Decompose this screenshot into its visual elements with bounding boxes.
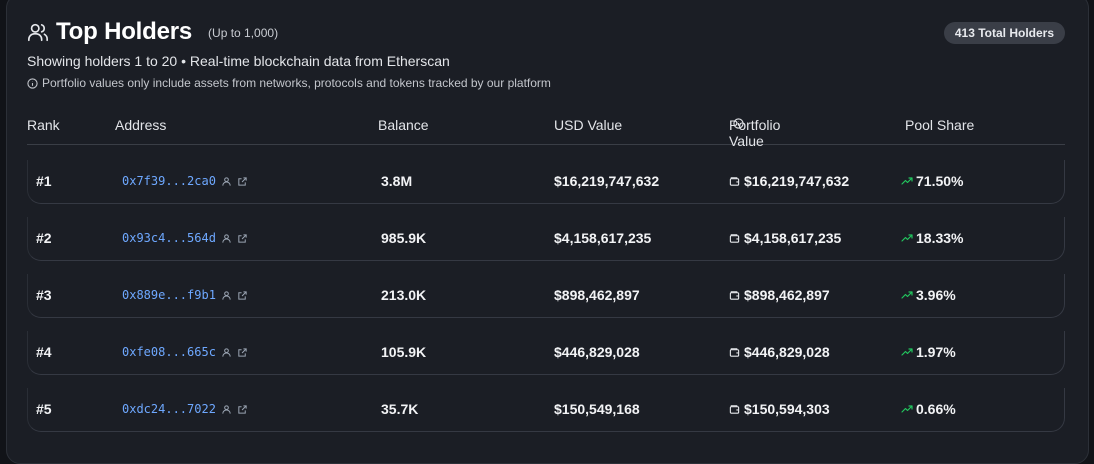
portfolio-disclaimer: Portfolio values only include assets fro…	[27, 76, 551, 90]
subtitle: Showing holders 1 to 20 • Real-time bloc…	[27, 53, 450, 69]
address-cell: 0x889e...f9b1	[122, 288, 248, 302]
table-row[interactable]: #2 0x93c4...564d 985.9K $4,158,617,235 $…	[27, 217, 1065, 261]
balance-cell: 105.9K	[381, 344, 427, 360]
usd-value-cell: $150,549,168	[554, 401, 640, 417]
trending-up-icon	[901, 348, 913, 356]
address-link[interactable]: 0x93c4...564d	[122, 231, 216, 245]
trending-up-icon	[901, 234, 913, 242]
column-header-portfolio-value[interactable]: Portfolio Value	[729, 117, 780, 149]
trending-up-icon	[901, 177, 913, 185]
total-holders-badge: 413 Total Holders	[943, 22, 1065, 44]
info-icon	[27, 77, 38, 89]
portfolio-value: $150,594,303	[744, 401, 830, 417]
column-header-pool-share[interactable]: Pool Share	[905, 117, 975, 133]
address-cell: 0xdc24...7022	[122, 402, 248, 416]
table-row[interactable]: #4 0xfe08...665c 105.9K $446,829,028 $44…	[27, 331, 1065, 375]
usd-value-cell: $4,158,617,235	[554, 230, 652, 246]
portfolio-value-cell: $898,462,897	[729, 287, 830, 303]
address-link[interactable]: 0xdc24...7022	[122, 402, 216, 416]
rank-cell: #5	[36, 401, 52, 417]
pool-share-cell: 18.33%	[901, 230, 963, 246]
table-row[interactable]: #1 0x7f39...2ca0 3.8M $16,219,747,632 $1…	[27, 160, 1065, 204]
pool-share-cell: 0.66%	[901, 401, 956, 417]
balance-cell: 985.9K	[381, 230, 427, 246]
pool-share-value: 3.96%	[916, 287, 956, 303]
external-link-icon[interactable]	[237, 233, 248, 244]
address-cell: 0x7f39...2ca0	[122, 174, 248, 188]
page-title: Top Holders	[56, 18, 193, 45]
address-link[interactable]: 0x7f39...2ca0	[122, 174, 216, 188]
balance-cell: 35.7K	[381, 401, 419, 417]
usd-value-cell: $16,219,747,632	[554, 173, 660, 189]
wallet-icon	[729, 176, 740, 186]
top-holders-card	[6, 0, 1089, 464]
balance-cell: 213.0K	[381, 287, 427, 303]
balance-cell: 3.8M	[381, 173, 413, 189]
trending-up-icon	[901, 291, 913, 299]
user-icon[interactable]	[221, 347, 232, 358]
external-link-icon[interactable]	[237, 176, 248, 187]
user-icon[interactable]	[221, 176, 232, 187]
address-cell: 0xfe08...665c	[122, 345, 248, 359]
wallet-icon	[729, 347, 740, 357]
portfolio-value: $446,829,028	[744, 344, 830, 360]
wallet-icon	[729, 404, 740, 414]
pool-share-cell: 3.96%	[901, 287, 956, 303]
address-link[interactable]: 0xfe08...665c	[122, 345, 216, 359]
table-row[interactable]: #5 0xdc24...7022 35.7K $150,549,168 $150…	[27, 388, 1065, 432]
rank-cell: #1	[36, 173, 52, 189]
portfolio-value: $4,158,617,235	[744, 230, 842, 246]
external-link-icon[interactable]	[237, 290, 248, 301]
portfolio-value-cell: $4,158,617,235	[729, 230, 841, 246]
users-icon	[28, 23, 48, 42]
pool-share-cell: 71.50%	[901, 173, 963, 189]
disclaimer-text: Portfolio values only include assets fro…	[42, 76, 551, 90]
portfolio-value-cell: $446,829,028	[729, 344, 830, 360]
portfolio-value-cell: $16,219,747,632	[729, 173, 849, 189]
address-link[interactable]: 0x889e...f9b1	[122, 288, 216, 302]
wallet-icon	[729, 233, 740, 243]
external-link-icon[interactable]	[237, 404, 248, 415]
address-cell: 0x93c4...564d	[122, 231, 248, 245]
user-icon[interactable]	[221, 233, 232, 244]
rank-cell: #2	[36, 230, 52, 246]
header-title-row: Top Holders (Up to 1,000)	[27, 18, 278, 46]
user-icon[interactable]	[221, 404, 232, 415]
portfolio-value: $16,219,747,632	[744, 173, 850, 189]
pool-share-cell: 1.97%	[901, 344, 956, 360]
user-icon[interactable]	[221, 290, 232, 301]
holder-limit-note: (Up to 1,000)	[208, 26, 279, 40]
column-header-usd-value[interactable]: USD Value	[554, 117, 623, 133]
column-header-rank[interactable]: Rank	[27, 117, 60, 133]
column-header-balance[interactable]: Balance	[378, 117, 429, 133]
info-icon[interactable]	[733, 118, 744, 129]
pool-share-value: 0.66%	[916, 401, 956, 417]
usd-value-cell: $898,462,897	[554, 287, 640, 303]
usd-value-cell: $446,829,028	[554, 344, 640, 360]
portfolio-value-cell: $150,594,303	[729, 401, 830, 417]
table-header: Rank Address Balance USD Value Portfolio…	[27, 117, 1065, 149]
column-header-address[interactable]: Address	[115, 117, 167, 133]
rank-cell: #4	[36, 344, 52, 360]
portfolio-value-label: Portfolio Value	[729, 117, 781, 149]
pool-share-value: 1.97%	[916, 344, 956, 360]
trending-up-icon	[901, 405, 913, 413]
table-row[interactable]: #3 0x889e...f9b1 213.0K $898,462,897 $89…	[27, 274, 1065, 318]
pool-share-value: 71.50%	[916, 173, 964, 189]
portfolio-value: $898,462,897	[744, 287, 830, 303]
pool-share-value: 18.33%	[916, 230, 964, 246]
wallet-icon	[729, 290, 740, 300]
external-link-icon[interactable]	[237, 347, 248, 358]
rank-cell: #3	[36, 287, 52, 303]
